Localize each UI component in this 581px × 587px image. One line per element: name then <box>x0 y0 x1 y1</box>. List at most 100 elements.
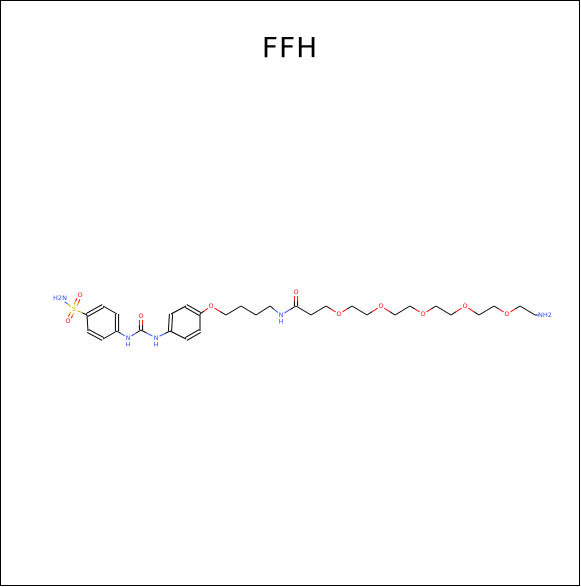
double-bond <box>171 314 174 323</box>
single-bond <box>233 305 242 311</box>
single-bond <box>135 329 142 334</box>
double-bond <box>193 331 202 337</box>
single-bond <box>178 305 187 311</box>
single-bond <box>519 305 528 311</box>
double-bond <box>95 306 105 313</box>
single-bond <box>514 305 521 310</box>
atom-label-n: NH2 <box>538 311 552 319</box>
single-bond <box>284 309 291 314</box>
double-bond <box>191 310 200 316</box>
single-bond <box>116 330 122 334</box>
single-bond <box>102 334 111 340</box>
atom-label-o: O <box>77 291 82 299</box>
single-bond <box>140 329 147 334</box>
single-bond <box>430 305 437 310</box>
single-bond <box>303 310 312 316</box>
single-bond <box>498 308 504 313</box>
single-bond <box>366 311 373 316</box>
single-bond <box>426 308 432 313</box>
single-bond <box>146 332 153 337</box>
single-bond <box>330 308 336 313</box>
single-bond <box>169 330 179 336</box>
single-bond <box>450 311 457 316</box>
single-bond <box>359 310 368 316</box>
single-bond <box>527 310 536 316</box>
single-bond <box>240 305 249 311</box>
single-bond <box>87 322 89 332</box>
double-bond <box>167 322 170 331</box>
double-bond <box>171 322 173 332</box>
double-bond <box>191 329 200 335</box>
single-bond <box>409 305 416 310</box>
double-bond <box>96 333 104 339</box>
atom-label-o: O <box>208 302 213 310</box>
single-bond <box>435 305 444 311</box>
double-bond <box>93 304 103 310</box>
single-bond <box>394 310 403 316</box>
single-bond <box>493 305 500 310</box>
single-bond <box>486 305 495 311</box>
double-bond <box>94 335 103 341</box>
single-bond <box>389 311 396 316</box>
single-bond <box>64 301 69 305</box>
single-bond <box>351 305 360 311</box>
single-bond <box>164 330 171 335</box>
double-bond <box>87 331 95 337</box>
single-bond <box>219 311 227 316</box>
single-bond <box>289 305 297 310</box>
single-bond <box>456 307 462 313</box>
double-bond <box>87 311 97 317</box>
bond-layer <box>64 296 539 341</box>
single-bond <box>203 307 209 312</box>
single-bond <box>102 305 111 311</box>
single-bond <box>214 307 221 312</box>
double-bond <box>70 315 73 319</box>
single-bond <box>262 305 271 311</box>
double-bond <box>69 311 72 315</box>
single-bond <box>342 308 348 313</box>
single-bond <box>273 308 279 313</box>
atom-label-o: O <box>138 312 143 320</box>
single-bond <box>478 310 487 316</box>
single-bond <box>325 305 332 310</box>
atom-label-o: O <box>293 288 298 296</box>
single-bond <box>295 305 304 311</box>
molecule-title: FFH <box>261 31 319 64</box>
single-bond <box>86 314 88 324</box>
atom-label-n: H2N <box>53 294 67 302</box>
double-bond <box>67 314 71 317</box>
single-bond <box>372 307 378 313</box>
single-bond <box>120 333 125 337</box>
single-bond <box>414 308 420 313</box>
single-bond <box>170 309 179 315</box>
single-bond <box>346 305 353 310</box>
atom-label-o: O <box>504 310 509 318</box>
atom-label-o: O <box>378 302 383 310</box>
single-bond <box>82 312 88 316</box>
single-bond <box>109 309 118 315</box>
single-bond <box>318 305 327 311</box>
single-bond <box>159 333 166 337</box>
double-bond <box>73 301 76 305</box>
single-bond <box>248 310 257 316</box>
single-bond <box>310 310 319 316</box>
single-bond <box>177 334 187 340</box>
single-bond <box>225 310 234 316</box>
single-bond <box>443 310 452 316</box>
single-bond <box>199 310 205 315</box>
double-bond <box>85 308 95 315</box>
atom-label-s: S <box>72 305 76 313</box>
single-bond <box>77 310 83 314</box>
double-bond <box>71 313 75 316</box>
double-bond <box>75 297 78 302</box>
double-bond <box>78 299 81 303</box>
single-bond <box>468 307 474 313</box>
double-bond <box>184 306 193 312</box>
single-bond <box>269 305 275 310</box>
